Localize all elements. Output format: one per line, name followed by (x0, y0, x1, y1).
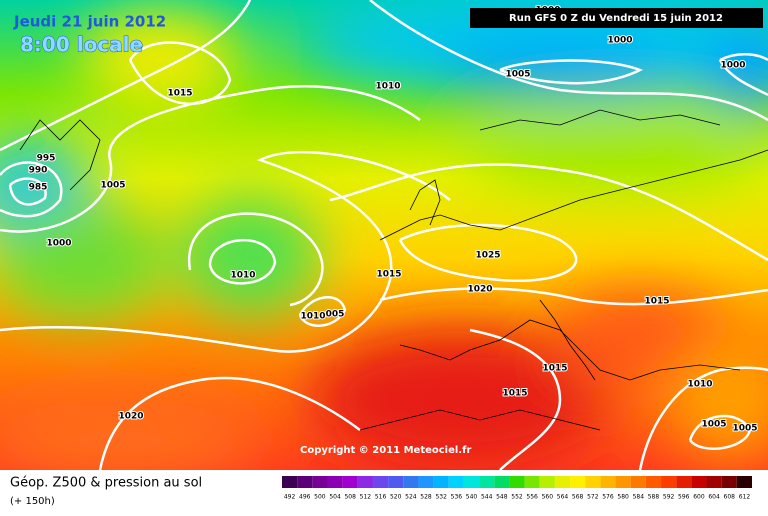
isobar-label: 1020 (118, 412, 143, 422)
isobar-label: 1005 (100, 181, 125, 191)
run-info: Run GFS 0 Z du Vendredi 15 juin 2012 (509, 13, 723, 24)
scale-swatch (736, 476, 752, 488)
scale-label: 520 (390, 494, 402, 501)
scale-swatch (372, 476, 389, 488)
scale-label: 508 (344, 494, 356, 501)
scale-label: 500 (314, 494, 326, 501)
date: Jeudi 21 juin 2012 (13, 13, 166, 31)
isobar-label: 1005 (701, 420, 726, 430)
scale-swatch (691, 476, 707, 488)
scale-label: 504 (329, 494, 341, 501)
isobar-label: 1010 (375, 82, 400, 92)
scale-label: 584 (633, 494, 645, 501)
isobar-label: 1025 (475, 251, 500, 261)
isobar-label: 990 (29, 166, 48, 176)
isobar-label: 1005 (505, 70, 530, 80)
scale-label: 612 (739, 494, 751, 501)
isobars (0, 0, 768, 470)
scale-swatch (312, 476, 328, 488)
isobar-label: 1010 (300, 312, 325, 322)
scale-swatch (661, 476, 677, 488)
color-scale: 492 496 500 504 508 512 516 520 524 528 532 536 540 5… (282, 476, 752, 501)
isobar-label: 1015 (644, 297, 669, 307)
local-time: 8:00 locale (20, 33, 143, 57)
isobar-label: 1015 (167, 89, 192, 99)
scale-label: 588 (648, 494, 660, 501)
scale-swatch (600, 476, 616, 488)
scale-label: 600 (693, 494, 705, 501)
scale-swatch (539, 476, 555, 488)
scale-swatch (509, 476, 525, 488)
lead-time: (+ 150h) (10, 496, 55, 507)
scale-swatch (297, 476, 313, 488)
scale-swatch (524, 476, 540, 488)
scale-label: 604 (708, 494, 720, 501)
scale-swatch (282, 476, 298, 488)
scale-swatch (418, 476, 434, 488)
isobar-label: 1010 (230, 271, 255, 281)
scale-label: 536 (451, 494, 463, 501)
copyright: Copyright © 2011 Meteociel.fr (300, 445, 471, 456)
scale-label: 596 (678, 494, 690, 501)
scale-swatch (433, 476, 449, 488)
scale-label: 524 (405, 494, 417, 501)
isobar-label: 1020 (467, 285, 492, 295)
scale-swatch (676, 476, 692, 488)
scale-label: 556 (526, 494, 538, 501)
isobar-label: 005 (326, 310, 345, 320)
scale-label: 528 (420, 494, 432, 501)
coastlines (19, 109, 768, 431)
isobar-label: 1000 (46, 239, 71, 249)
isobar-label: 1015 (542, 364, 567, 374)
scale-label: 492 (284, 494, 296, 501)
scale-label: 532 (435, 494, 447, 501)
scale-swatch (721, 476, 737, 488)
scale-label: 592 (663, 494, 675, 501)
scale-swatch (645, 476, 662, 488)
scale-swatch (388, 476, 404, 488)
scale-label: 608 (724, 494, 736, 501)
legend-title: Géop. Z500 & pression au sol (10, 476, 202, 491)
scale-swatch (630, 476, 646, 488)
scale-swatch (585, 476, 601, 488)
scale-swatch (342, 476, 358, 488)
scale-swatch (494, 476, 510, 488)
scale-label: 576 (602, 494, 614, 501)
scale-label: 552 (511, 494, 523, 501)
scale-swatch (448, 476, 464, 488)
scale-swatch (706, 476, 722, 488)
scale-label: 580 (617, 494, 629, 501)
scale-label: 512 (360, 494, 372, 501)
scale-swatch (570, 476, 586, 488)
scale-label: 516 (375, 494, 387, 501)
scale-swatch (357, 476, 373, 488)
scale-swatch (463, 476, 480, 488)
scale-swatch (479, 476, 495, 488)
isobar-label: 1000 (607, 36, 632, 46)
scale-label: 548 (496, 494, 508, 501)
scale-label: 564 (557, 494, 569, 501)
scale-label: 568 (572, 494, 584, 501)
isobar-label: 1015 (376, 270, 401, 280)
scale-label: 560 (542, 494, 554, 501)
scale-swatch (403, 476, 419, 488)
isobar-label: 1000 (720, 61, 745, 71)
isobar-label: 1005 (732, 424, 757, 434)
scale-label: 496 (299, 494, 311, 501)
scale-label: 540 (466, 494, 478, 501)
isobar-label: 985 (29, 183, 48, 193)
scale-swatch (615, 476, 631, 488)
scale-label: 572 (587, 494, 599, 501)
isobar-label: 1015 (502, 389, 527, 399)
scale-label: 544 (481, 494, 493, 501)
scale-swatch (554, 476, 571, 488)
run-box (470, 8, 763, 28)
scale-swatch (327, 476, 343, 488)
isobar-label: 1010 (687, 380, 712, 390)
isobar-label: 995 (37, 154, 56, 164)
